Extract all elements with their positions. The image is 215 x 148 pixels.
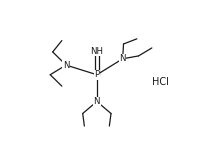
Text: P: P <box>94 70 99 79</box>
Text: N: N <box>94 97 100 106</box>
Text: HCl: HCl <box>152 77 169 87</box>
Text: N: N <box>120 54 126 63</box>
Text: NH: NH <box>90 47 103 56</box>
Text: N: N <box>63 61 69 70</box>
